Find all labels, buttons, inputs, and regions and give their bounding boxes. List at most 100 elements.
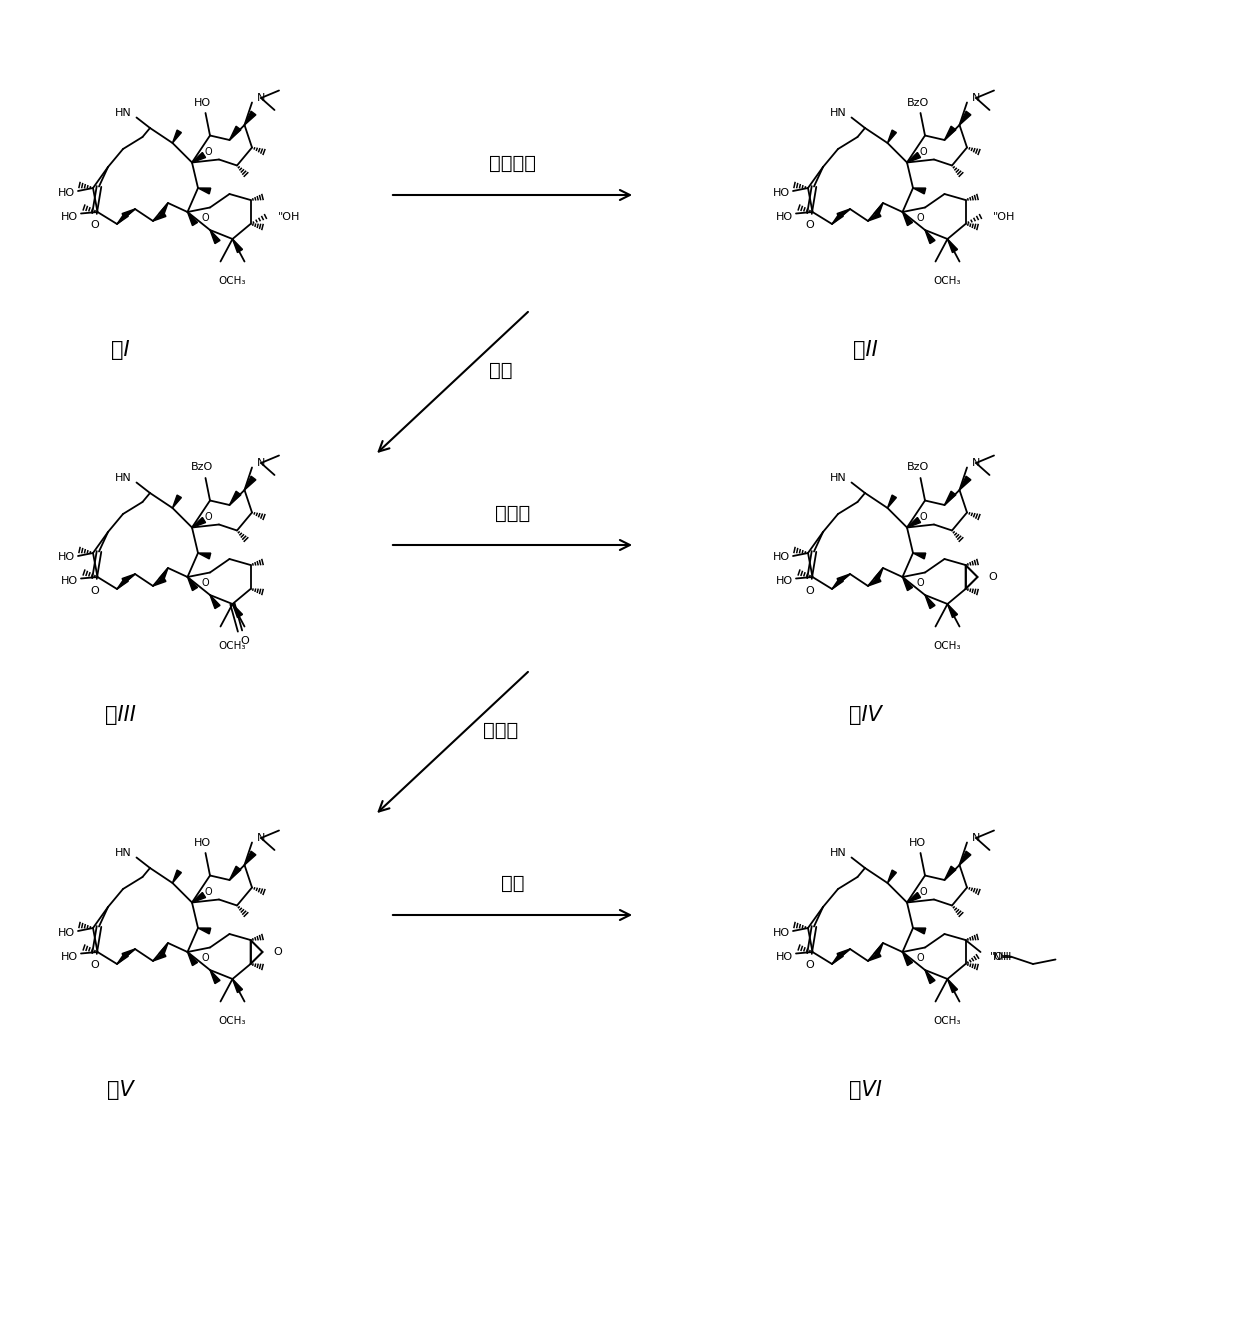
Text: 式V: 式V <box>107 1081 134 1101</box>
Polygon shape <box>192 153 206 162</box>
Text: N: N <box>972 92 980 103</box>
Text: 式IV: 式IV <box>848 706 882 724</box>
Text: OCH₃: OCH₃ <box>218 276 247 287</box>
Polygon shape <box>903 577 913 590</box>
Text: HO: HO <box>773 553 790 562</box>
Polygon shape <box>868 952 880 961</box>
Text: HO: HO <box>61 577 78 586</box>
Polygon shape <box>906 153 920 162</box>
Polygon shape <box>832 952 843 964</box>
Text: O: O <box>916 953 924 963</box>
Polygon shape <box>117 952 128 964</box>
Polygon shape <box>244 852 255 865</box>
Text: 羟基保护: 羟基保护 <box>489 154 536 173</box>
Text: N: N <box>972 458 980 469</box>
Polygon shape <box>960 111 971 125</box>
Text: BzO: BzO <box>906 462 929 473</box>
Polygon shape <box>192 517 206 528</box>
Text: HO: HO <box>61 952 78 961</box>
Text: NH: NH <box>992 952 1009 961</box>
Polygon shape <box>187 212 197 225</box>
Text: OCH₃: OCH₃ <box>934 276 961 287</box>
Text: N: N <box>257 92 265 103</box>
Polygon shape <box>117 213 128 224</box>
Text: O: O <box>205 511 212 522</box>
Polygon shape <box>947 604 957 617</box>
Text: BzO: BzO <box>906 98 929 107</box>
Text: HO: HO <box>909 837 926 848</box>
Polygon shape <box>153 952 166 961</box>
Polygon shape <box>187 577 197 590</box>
Polygon shape <box>868 577 880 586</box>
Text: O: O <box>920 511 928 522</box>
Text: 胺化: 胺化 <box>501 874 525 893</box>
Text: O: O <box>988 572 997 582</box>
Polygon shape <box>874 568 883 581</box>
Polygon shape <box>192 893 206 902</box>
Polygon shape <box>903 952 913 965</box>
Polygon shape <box>172 870 181 882</box>
Polygon shape <box>233 604 243 617</box>
Polygon shape <box>159 943 167 956</box>
Text: 环氧化: 环氧化 <box>495 503 531 524</box>
Text: OCH₃: OCH₃ <box>218 1016 247 1026</box>
Text: 氧化: 氧化 <box>489 362 512 380</box>
Polygon shape <box>244 111 255 125</box>
Polygon shape <box>874 943 883 956</box>
Text: HO: HO <box>61 212 78 221</box>
Text: O: O <box>920 886 928 897</box>
Text: HO: HO <box>58 928 74 937</box>
Polygon shape <box>888 870 897 882</box>
Polygon shape <box>198 928 211 933</box>
Polygon shape <box>229 866 241 880</box>
Text: 式I: 式I <box>110 340 129 360</box>
Text: N: N <box>972 833 980 844</box>
Text: O: O <box>916 578 924 588</box>
Polygon shape <box>198 553 211 558</box>
Polygon shape <box>837 209 849 218</box>
Polygon shape <box>925 230 935 244</box>
Polygon shape <box>868 212 880 221</box>
Text: OCH₃: OCH₃ <box>218 641 247 651</box>
Polygon shape <box>117 577 128 589</box>
Polygon shape <box>198 187 211 194</box>
Polygon shape <box>906 517 920 528</box>
Polygon shape <box>172 130 181 143</box>
Text: "OH: "OH <box>990 952 1012 961</box>
Text: HO: HO <box>58 187 74 197</box>
Text: O: O <box>805 221 813 230</box>
Polygon shape <box>229 491 241 505</box>
Text: HO: HO <box>776 952 794 961</box>
Text: O: O <box>241 636 249 647</box>
Text: O: O <box>202 953 210 963</box>
Text: O: O <box>205 147 212 157</box>
Text: 式II: 式II <box>853 340 878 360</box>
Text: 脱保护: 脱保护 <box>482 720 518 740</box>
Polygon shape <box>210 595 219 609</box>
Polygon shape <box>945 491 956 505</box>
Text: HO: HO <box>776 577 794 586</box>
Text: O: O <box>920 147 928 157</box>
Text: HO: HO <box>193 837 211 848</box>
Polygon shape <box>960 852 971 865</box>
Text: HN: HN <box>831 848 847 858</box>
Polygon shape <box>233 238 243 253</box>
Polygon shape <box>888 130 897 143</box>
Text: OCH₃: OCH₃ <box>934 641 961 651</box>
Polygon shape <box>906 893 920 902</box>
Text: O: O <box>916 213 924 224</box>
Text: BzO: BzO <box>191 462 213 473</box>
Text: O: O <box>205 886 212 897</box>
Text: HO: HO <box>776 212 794 221</box>
Text: O: O <box>273 947 281 957</box>
Polygon shape <box>925 595 935 609</box>
Polygon shape <box>874 204 883 216</box>
Polygon shape <box>233 979 243 992</box>
Polygon shape <box>913 928 926 933</box>
Polygon shape <box>945 866 956 880</box>
Polygon shape <box>210 969 219 984</box>
Polygon shape <box>947 238 957 253</box>
Text: O: O <box>91 221 99 230</box>
Polygon shape <box>913 553 926 558</box>
Polygon shape <box>888 495 897 507</box>
